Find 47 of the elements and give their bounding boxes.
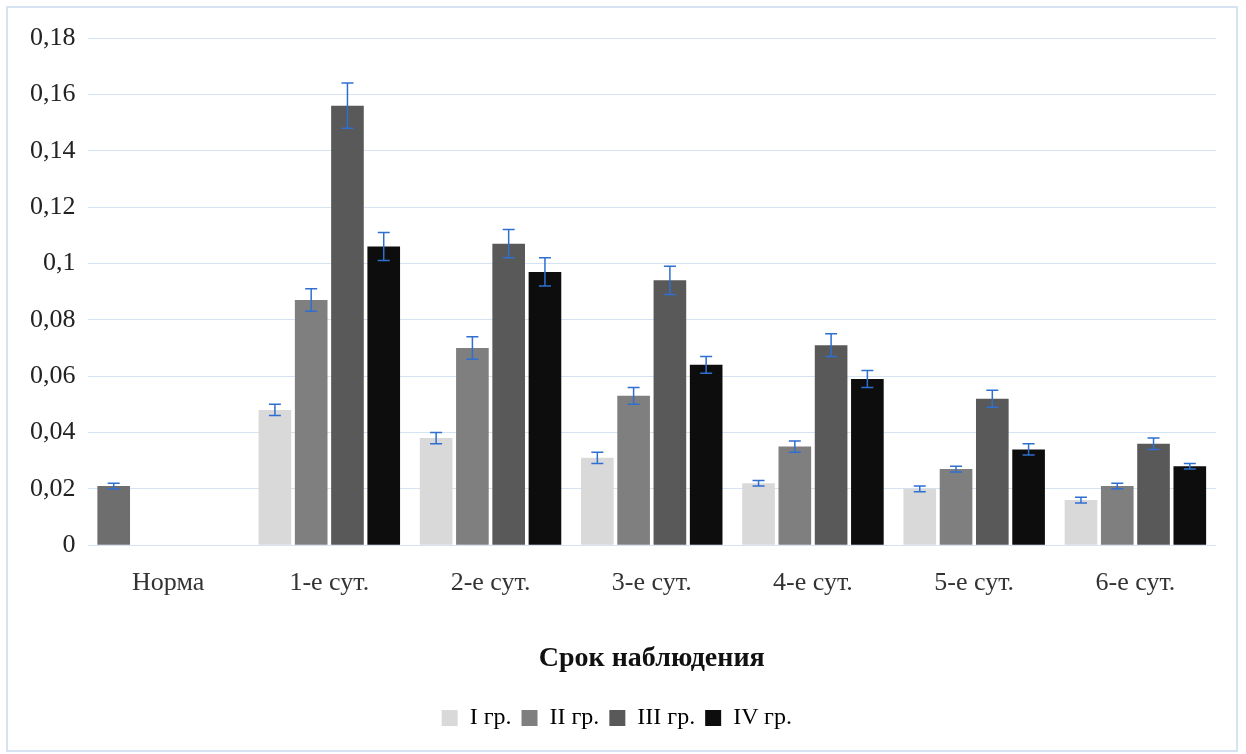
x-tick-label: 2-е сут. [450, 566, 531, 596]
y-tick-label: 0 [62, 529, 76, 559]
bar [528, 271, 562, 545]
bar [367, 246, 401, 545]
legend-label: IV гр. [733, 703, 792, 730]
y-tick-label: 0,1 [43, 247, 76, 277]
y-tick-label: 0,08 [30, 303, 76, 333]
bar [1064, 500, 1098, 545]
bar [1137, 443, 1170, 545]
bar [258, 409, 292, 545]
legend-label: II гр. [549, 703, 600, 730]
bar [814, 345, 848, 545]
bar [581, 457, 614, 545]
x-tick-label: 1-е сут. [289, 566, 370, 596]
bar [689, 364, 723, 545]
bar [1100, 486, 1134, 545]
x-tick-label: 6-е сут. [1095, 566, 1176, 596]
bar [653, 280, 687, 545]
bar [294, 300, 328, 545]
legend-label: III гр. [637, 703, 696, 730]
bar [492, 243, 525, 545]
y-tick-label: 0,18 [30, 21, 76, 51]
x-tick-label: 3-е сут. [611, 566, 692, 596]
x-tick-label: 5-е сут. [934, 566, 1015, 596]
bar [97, 486, 131, 545]
bar [331, 105, 364, 545]
bar [975, 398, 1009, 545]
bar [851, 378, 884, 545]
bar [1173, 466, 1207, 545]
bar [456, 347, 489, 545]
y-tick-label: 0,06 [30, 359, 76, 389]
y-tick-label: 0,02 [30, 472, 76, 502]
bar [778, 446, 812, 545]
legend-label: I гр. [469, 703, 512, 730]
bar [1012, 449, 1045, 545]
bar [742, 483, 775, 545]
bar [903, 488, 937, 545]
y-tick-label: 0,16 [30, 78, 76, 108]
y-tick-label: 0,12 [30, 190, 76, 220]
y-tick-label: 0,04 [30, 416, 76, 446]
bar [617, 395, 650, 545]
y-tick-label: 0,14 [30, 134, 76, 164]
x-tick-label: 4-е сут. [773, 566, 853, 596]
x-axis-title: Срок наблюдения [538, 641, 765, 673]
bar [939, 469, 973, 545]
x-tick-label: Норма [132, 566, 205, 596]
bar [419, 438, 453, 545]
